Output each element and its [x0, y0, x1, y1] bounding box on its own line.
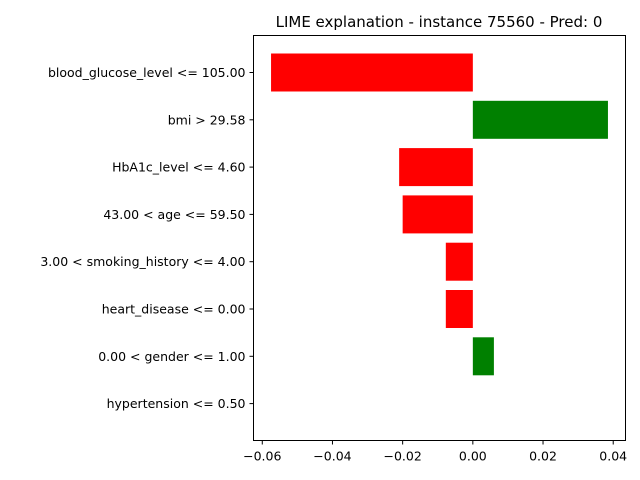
y-tick-label-6: 0.00 < gender <= 1.00 — [98, 349, 245, 364]
y-tick-label-4: 3.00 < smoking_history <= 4.00 — [40, 254, 245, 269]
y-axis-ticks: blood_glucose_level <= 105.00 bmi > 29.58… — [40, 65, 254, 411]
bar-4 — [445, 242, 473, 281]
plot-frame — [253, 35, 626, 441]
x-tick-label-3: 0.00 — [459, 449, 487, 464]
bars-group — [271, 53, 608, 376]
x-tick-label-0: −0.06 — [243, 449, 281, 464]
y-tick-label-2: HbA1c_level <= 4.60 — [112, 160, 245, 175]
y-tick-label-1: bmi > 29.58 — [168, 112, 246, 127]
x-tick-label-2: −0.02 — [383, 449, 421, 464]
y-tick-label-7: hypertension <= 0.50 — [107, 396, 246, 411]
x-tick-label-1: −0.04 — [313, 449, 351, 464]
bar-6 — [472, 337, 494, 376]
bar-1 — [472, 100, 608, 139]
bar-5 — [445, 290, 473, 328]
bar-3 — [402, 195, 473, 234]
x-tick-label-4: 0.02 — [529, 449, 557, 464]
chart-title: LIME explanation - instance 75560 - Pred… — [276, 13, 603, 31]
x-axis-ticks: −0.06 −0.04 −0.02 0.00 0.02 0.04 — [243, 440, 627, 464]
y-tick-label-5: heart_disease <= 0.00 — [102, 302, 246, 317]
bar-0 — [271, 53, 473, 92]
x-tick-label-5: 0.04 — [599, 449, 627, 464]
y-tick-label-0: blood_glucose_level <= 105.00 — [48, 65, 246, 80]
bar-2 — [399, 148, 473, 187]
y-tick-label-3: 43.00 < age <= 59.50 — [103, 207, 245, 222]
